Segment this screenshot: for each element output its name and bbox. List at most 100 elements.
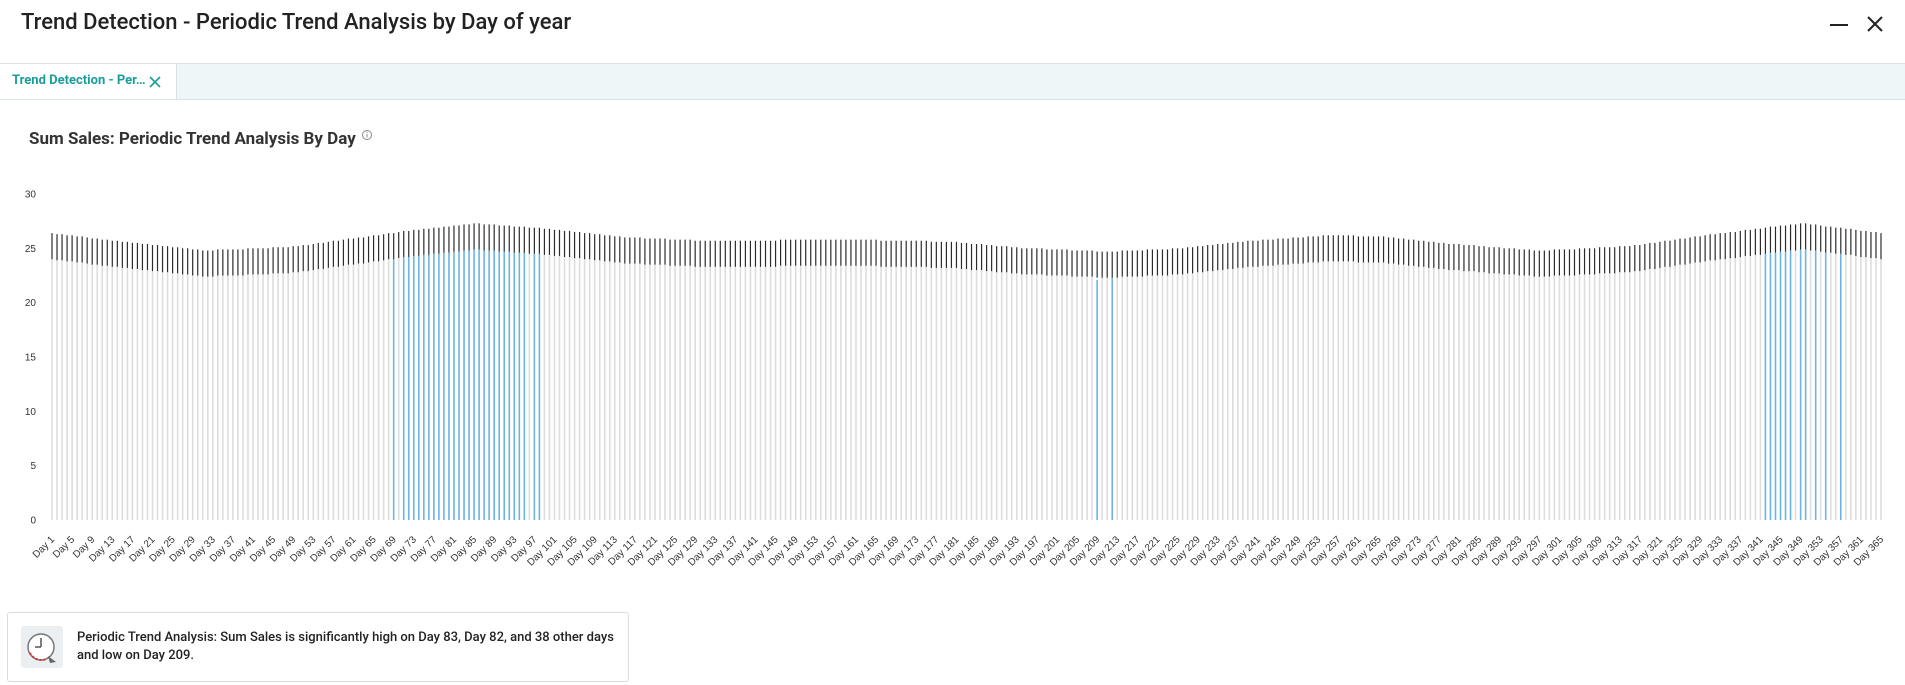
bar [141,270,144,520]
bar [1799,249,1802,521]
bar [151,271,154,520]
bar [382,260,385,520]
bar [1267,265,1269,520]
bar [121,267,124,520]
bar [397,258,400,520]
bar [1417,266,1420,520]
close-button[interactable] [1867,16,1883,32]
bar [453,251,455,521]
bar [272,273,274,520]
bar [945,267,948,520]
bar [1563,275,1566,520]
bar [317,268,320,520]
bar [990,271,993,520]
bar [1583,274,1586,520]
bar [201,276,204,520]
bar [1272,265,1274,520]
bar [206,276,209,520]
bar [362,263,365,520]
bar [1317,262,1320,520]
bar [1478,272,1480,520]
bar [789,265,792,520]
window-controls [1830,16,1883,32]
bar [794,265,797,520]
bar [448,252,450,520]
bar [237,275,239,520]
bar [81,262,83,520]
bar [412,255,415,520]
bar [704,266,707,520]
bar [1443,268,1445,520]
bar [764,266,767,520]
bar [1639,271,1641,520]
bar [1618,272,1621,520]
bar [649,264,651,520]
bar [66,261,68,520]
bar [895,266,897,520]
bar [1704,261,1706,520]
bar [709,266,712,520]
bar [1463,271,1465,520]
tab-label[interactable]: Trend Detection - Per… [12,73,146,88]
bar [463,250,465,521]
bar [131,268,134,520]
bar [1809,250,1812,521]
tab-close[interactable] [149,76,161,88]
bar [1533,276,1536,520]
bar [242,275,244,520]
bar [1774,252,1777,520]
bar [568,257,571,520]
bar [111,266,114,520]
bar [694,266,696,520]
bar [835,265,837,520]
bar [1608,273,1611,520]
bar [840,265,842,520]
bar [1719,259,1722,520]
bar [1262,265,1264,520]
bar [1840,253,1842,520]
bar [1156,275,1159,520]
bar [1106,277,1108,520]
bar [1387,263,1390,520]
bar [1633,271,1636,520]
bar [980,270,983,520]
bar [342,265,345,520]
bar [483,250,485,521]
bar [603,261,606,520]
bar [418,255,420,520]
bar [880,266,882,520]
bar [1277,264,1279,520]
bar [166,272,169,520]
bar [654,264,656,520]
bar [126,267,129,520]
bar [196,275,199,520]
bar [478,249,480,521]
bar [503,251,506,521]
tab[interactable]: Trend Detection - Per… [0,64,177,99]
bar [890,266,892,520]
bar [1131,276,1134,520]
bar [1829,252,1832,520]
bar [71,261,73,520]
bar [1739,257,1742,520]
bar [1644,270,1646,520]
bar [1242,267,1244,520]
bar [438,253,440,520]
bar [719,266,722,520]
info-icon[interactable] [361,129,373,141]
bar [377,261,380,520]
bar [493,250,495,521]
bar [1146,275,1149,520]
bar [1282,264,1284,520]
bar [814,265,817,520]
bar [1453,270,1455,520]
bar [186,274,189,520]
header: Trend Detection - Periodic Trend Analysi… [0,0,1905,64]
bar [935,267,938,520]
bar [1870,258,1872,520]
bar [498,251,501,521]
bar [392,259,395,520]
bar [1372,262,1375,520]
bar [1121,276,1124,520]
